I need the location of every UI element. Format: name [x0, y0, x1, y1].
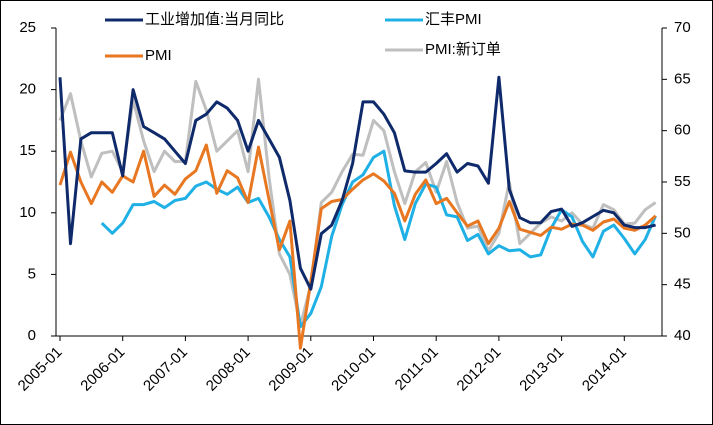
y-tick-label: 0 [28, 327, 36, 344]
legend-label: 工业增加值:当月同比 [145, 11, 284, 28]
y2-tick-label: 60 [674, 122, 691, 139]
y2-tick-label: 45 [674, 276, 691, 293]
y2-tick-label: 55 [674, 173, 691, 190]
y-tick-label: 5 [28, 265, 36, 282]
y-tick-label: 10 [19, 204, 36, 221]
series-line [58, 75, 656, 291]
y2-tick-label: 65 [674, 70, 691, 87]
legend-label: PMI [145, 47, 172, 64]
y2-tick-label: 50 [674, 224, 691, 241]
y2-tick-label: 70 [674, 19, 691, 36]
series-line [58, 143, 657, 350]
legend-label: 汇丰PMI [425, 11, 482, 28]
legend-label: PMI:新订单 [425, 41, 501, 58]
y2-tick-label: 40 [674, 327, 691, 344]
y-tick-label: 15 [19, 142, 36, 159]
y-tick-label: 25 [19, 19, 36, 36]
y-tick-label: 20 [19, 81, 36, 98]
